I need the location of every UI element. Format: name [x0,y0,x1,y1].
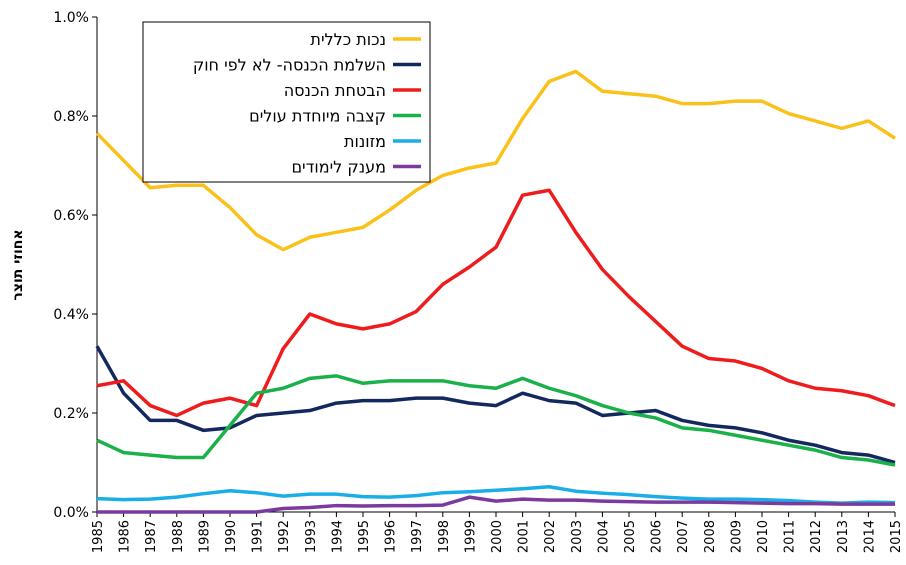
legend-label: השלמת הכנסה- לא לפי חוק [193,56,386,75]
x-tick-label: 1986 [118,520,133,553]
legend-label: הבטחת הכנסה [284,81,386,100]
x-tick-label: 2002 [543,520,558,553]
x-tick-label: 1990 [224,520,239,553]
x-tick-label: 1994 [330,520,345,553]
x-tick-label: 1998 [437,520,452,553]
x-tick-label: 1985 [91,520,106,553]
x-tick-label: 1996 [384,520,399,553]
x-tick-label: 2000 [490,520,505,553]
x-tick-label: 1991 [251,520,266,553]
x-tick-label: 2011 [783,520,798,553]
y-tick-label: 0.8% [53,109,89,125]
x-tick-label: 1993 [304,520,319,553]
legend-label: מענק לימודים [291,158,386,177]
x-tick-label: 1997 [410,520,425,553]
y-tick-label: 0.4% [53,307,89,323]
y-tick-label: 0.0% [53,505,89,521]
series-line [96,188,896,418]
x-tick-label: 2012 [809,520,824,553]
y-tick-label: 0.6% [53,208,89,224]
y-tick-label: 0.2% [53,406,89,422]
legend-box [142,21,431,183]
series-line [96,374,896,467]
x-tick-label: 1992 [277,520,292,553]
x-tick-label: 2009 [729,520,744,553]
x-tick-label: 2015 [889,520,904,553]
x-tick-label: 2014 [862,520,877,553]
x-tick-label: 1999 [463,520,478,553]
series-line [96,485,896,505]
legend-label: נכות כללית [310,30,386,49]
x-tick-label: 2001 [517,520,532,553]
x-tick-label: 2010 [756,520,771,553]
legend-label: מזונות [344,132,386,151]
x-tick-label: 2013 [836,520,851,553]
series-line [95,345,896,465]
x-tick-label: 1988 [171,520,186,553]
x-tick-label: 1989 [197,520,212,553]
x-tick-label: 2005 [623,520,638,553]
series-line [97,495,895,514]
x-tick-label: 2008 [703,520,718,553]
x-tick-label: 1987 [144,520,159,553]
series-line [95,69,896,252]
x-tick-label: 2006 [650,520,665,553]
x-tick-label: 2003 [570,520,585,553]
x-tick-label: 2007 [676,520,691,553]
x-tick-label: 2004 [596,520,611,553]
x-tick-label: 1995 [357,520,372,553]
legend-label: קצבה מיוחדת עולים [249,107,386,126]
y-axis-title: אחוזי תוצר [10,229,26,300]
y-tick-label: 1.0% [53,10,89,26]
